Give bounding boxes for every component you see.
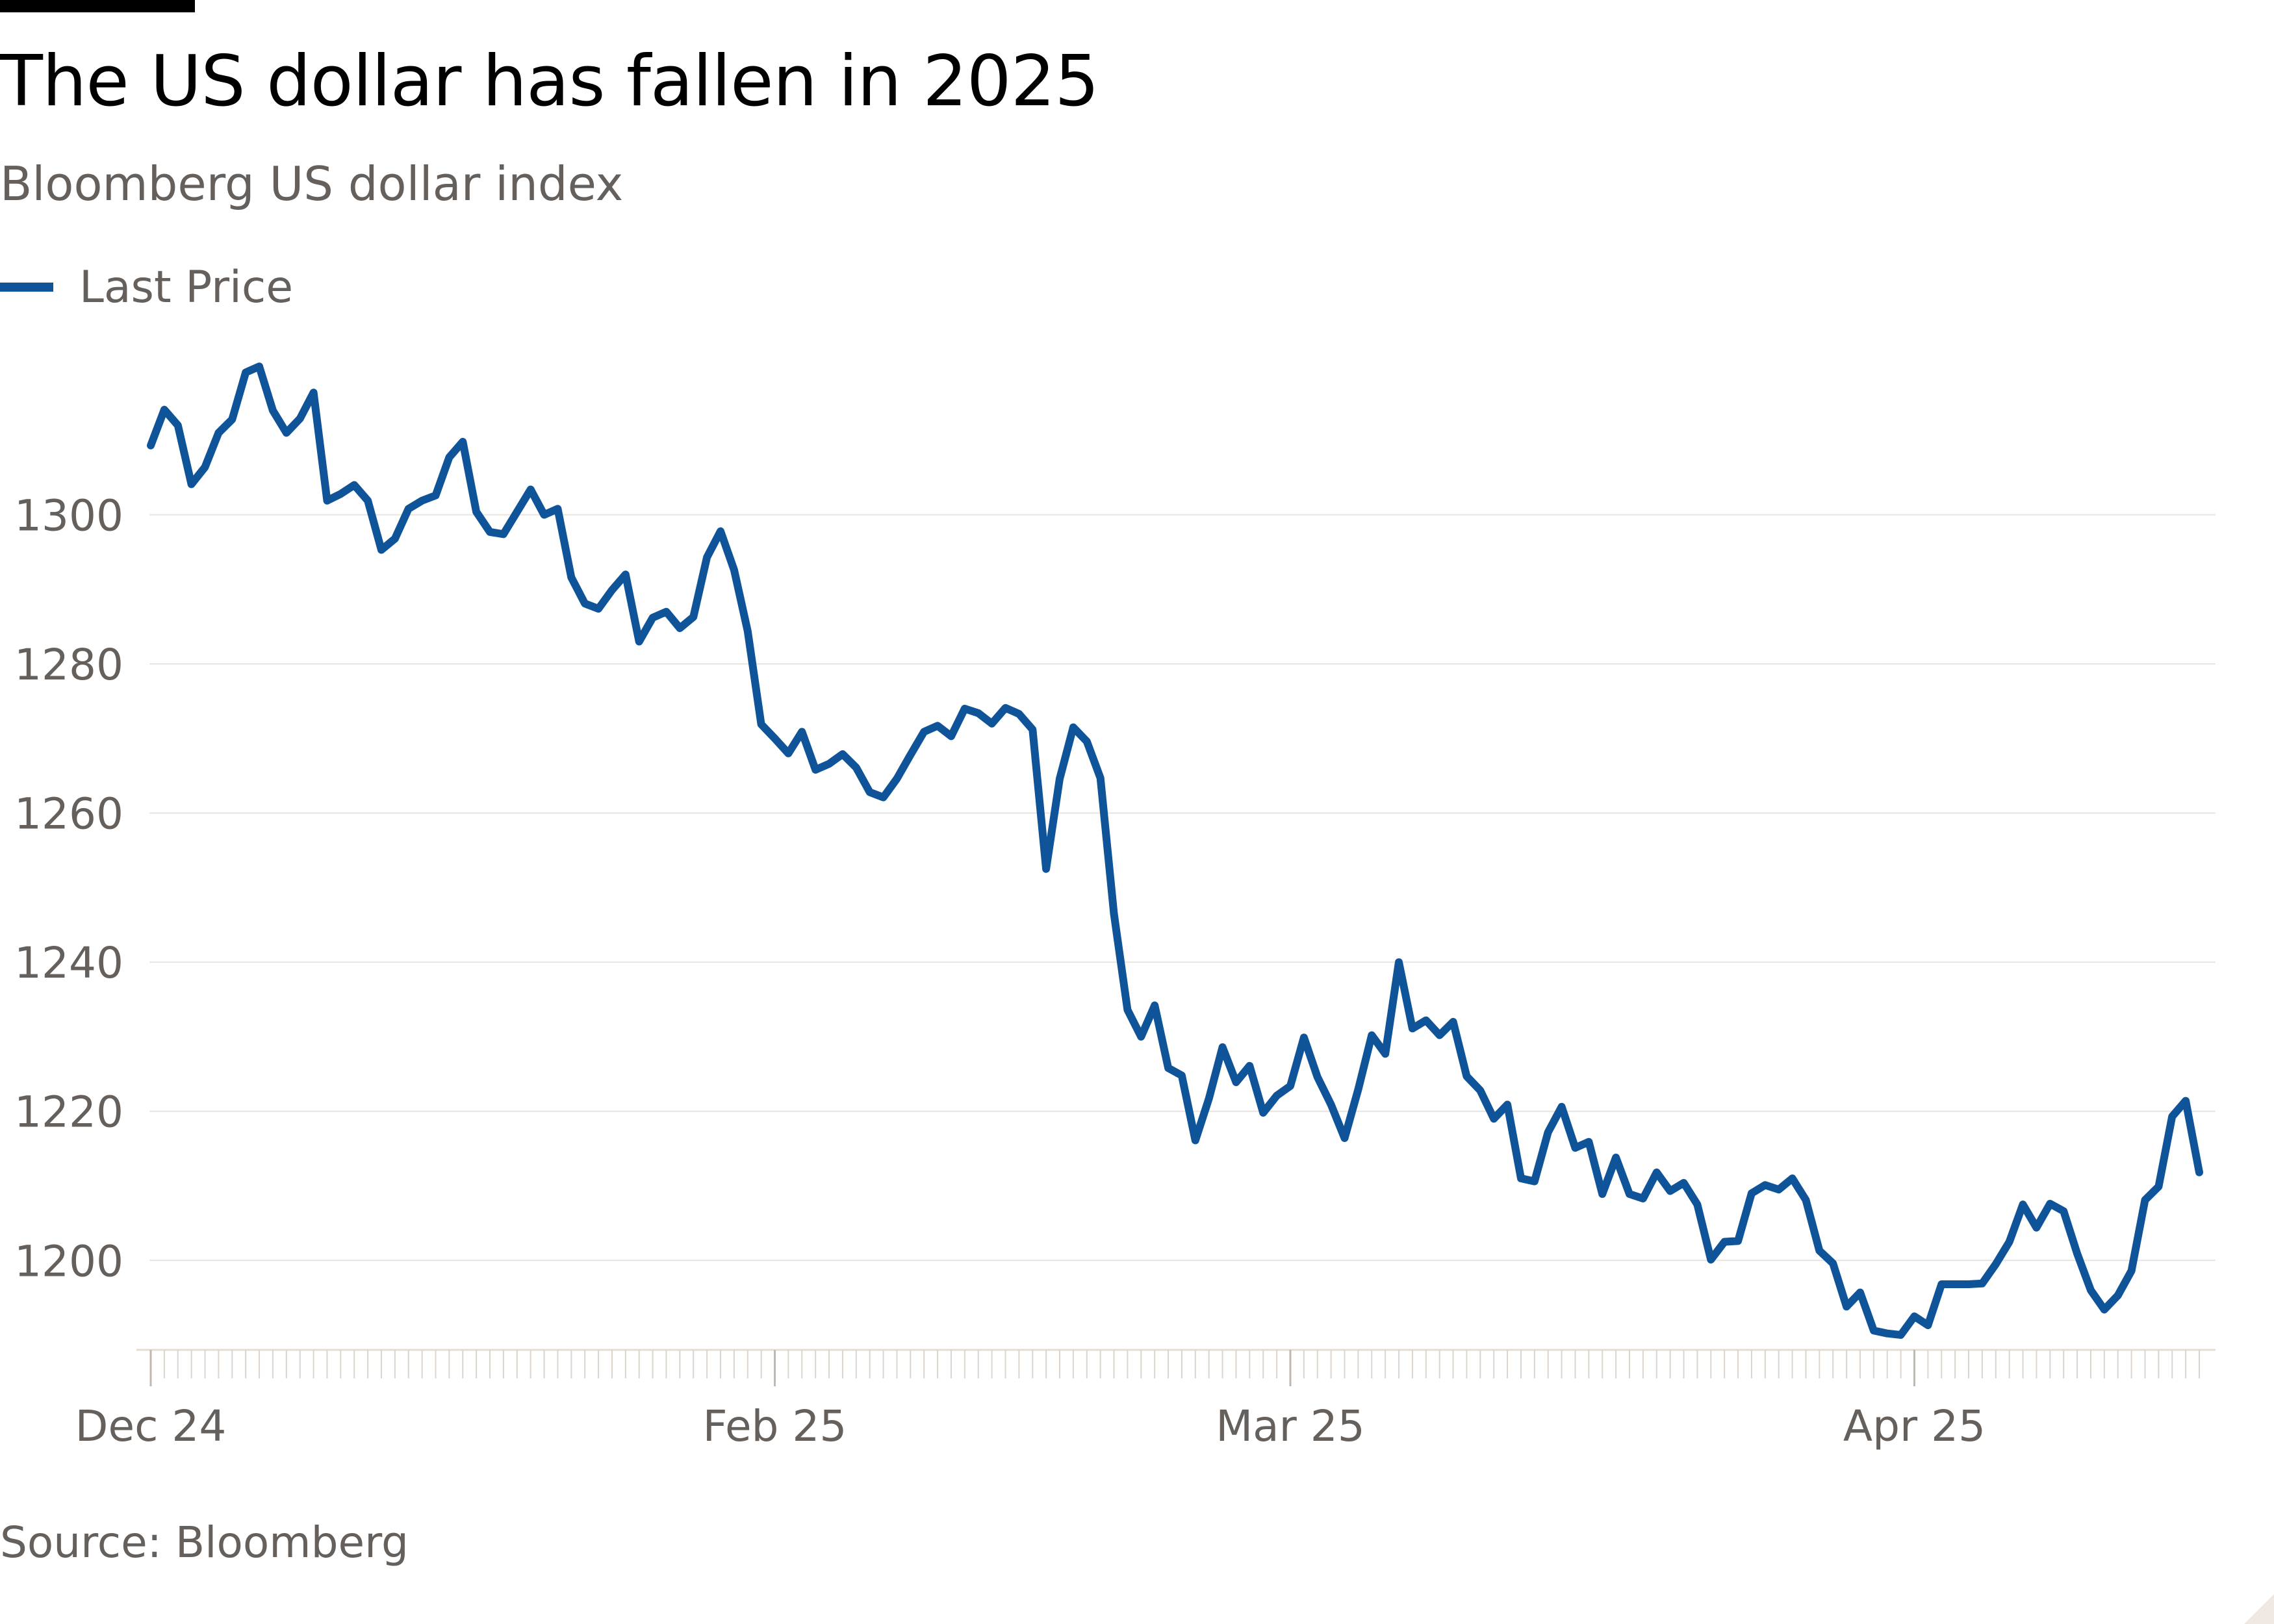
chart-subtitle: Bloomberg US dollar index — [0, 157, 624, 211]
x-tick-label: Dec 24 — [75, 1401, 227, 1451]
x-tick-label: Apr 25 — [1843, 1401, 1986, 1451]
y-tick-label: 1260 — [14, 789, 123, 839]
y-tick-label: 1300 — [14, 491, 123, 541]
y-tick-label: 1280 — [14, 640, 123, 690]
brand-bar — [0, 0, 195, 12]
series-line-last-price — [147, 362, 2203, 1339]
line-chart: 1200 1220 1240 1260 1280 1300 Dec 24 Feb 25 Mar… — [14, 362, 2216, 1451]
corner-fold — [2244, 1594, 2274, 1624]
y-axis: 1200 1220 1240 1260 1280 1300 — [14, 491, 123, 1287]
x-tick-label: Feb 25 — [703, 1401, 847, 1451]
source-note: Source: Bloomberg — [0, 1517, 409, 1567]
legend-label-last-price: Last Price — [79, 261, 294, 313]
gridlines — [149, 514, 2216, 1262]
series-layer — [147, 362, 2203, 1339]
legend-swatch-last-price — [0, 283, 53, 292]
chart-legend: Last Price — [0, 260, 293, 314]
y-tick-label: 1240 — [14, 938, 123, 988]
y-tick-label: 1220 — [14, 1087, 123, 1137]
chart-title: The US dollar has fallen in 2025 — [0, 41, 1099, 122]
y-tick-label: 1200 — [14, 1236, 123, 1286]
x-tick-label: Mar 25 — [1216, 1401, 1365, 1451]
